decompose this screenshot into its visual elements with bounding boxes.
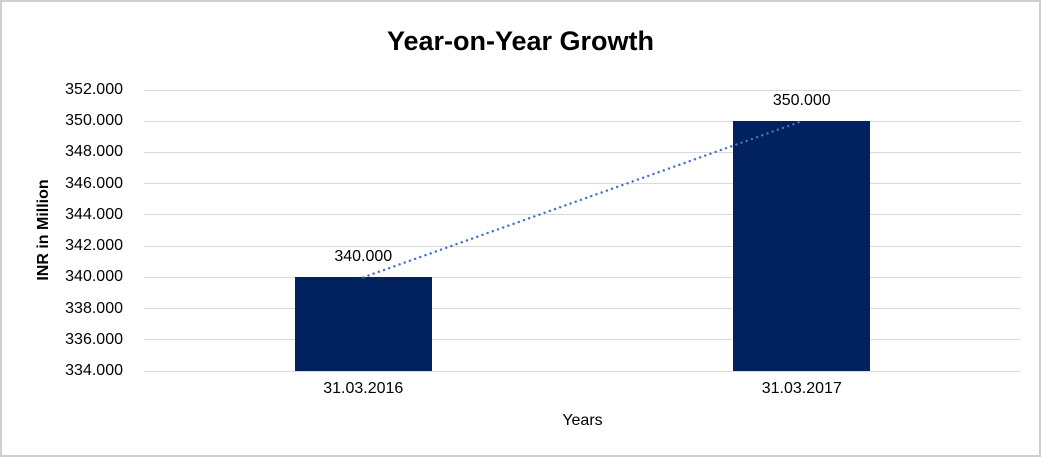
gridline: [144, 245, 1021, 247]
y-tick-label: 340.000: [65, 268, 123, 286]
gridline: [144, 214, 1021, 216]
bar-31.03.2016: [294, 277, 432, 371]
gridline: [144, 308, 1021, 310]
y-tick-label: 334.000: [65, 362, 123, 379]
y-tick-label: 350.000: [65, 112, 123, 130]
y-tick-label: 338.000: [65, 299, 123, 317]
y-tick-label: 344.000: [65, 205, 123, 223]
trendline: [362, 120, 803, 279]
x-category-label: 31.03.2017: [761, 380, 842, 397]
y-tick-label: 336.000: [65, 330, 123, 348]
bar-31.03.2017: [733, 121, 871, 371]
gridline: [144, 339, 1021, 341]
gridline: [144, 151, 1021, 153]
chart-title: Year-on-Year Growth: [386, 26, 655, 56]
gridline: [144, 183, 1021, 185]
x-axis-title: Years: [562, 412, 603, 429]
bar-value-label: 350.000: [772, 92, 831, 110]
gridline: [144, 89, 1021, 91]
y-tick-label: 352.000: [65, 81, 123, 98]
y-tick-label: 348.000: [65, 143, 123, 161]
y-axis-title: INR in Million: [35, 179, 52, 281]
plot-area: [144, 89, 1021, 372]
gridline: [144, 370, 1021, 372]
y-tick-label: 346.000: [65, 174, 123, 192]
x-category-label: 31.03.2016: [323, 380, 404, 397]
y-tick-label: 342.000: [65, 237, 123, 255]
bar-value-label: 340.000: [334, 248, 393, 266]
gridline: [144, 120, 1021, 122]
gridline: [144, 276, 1021, 278]
